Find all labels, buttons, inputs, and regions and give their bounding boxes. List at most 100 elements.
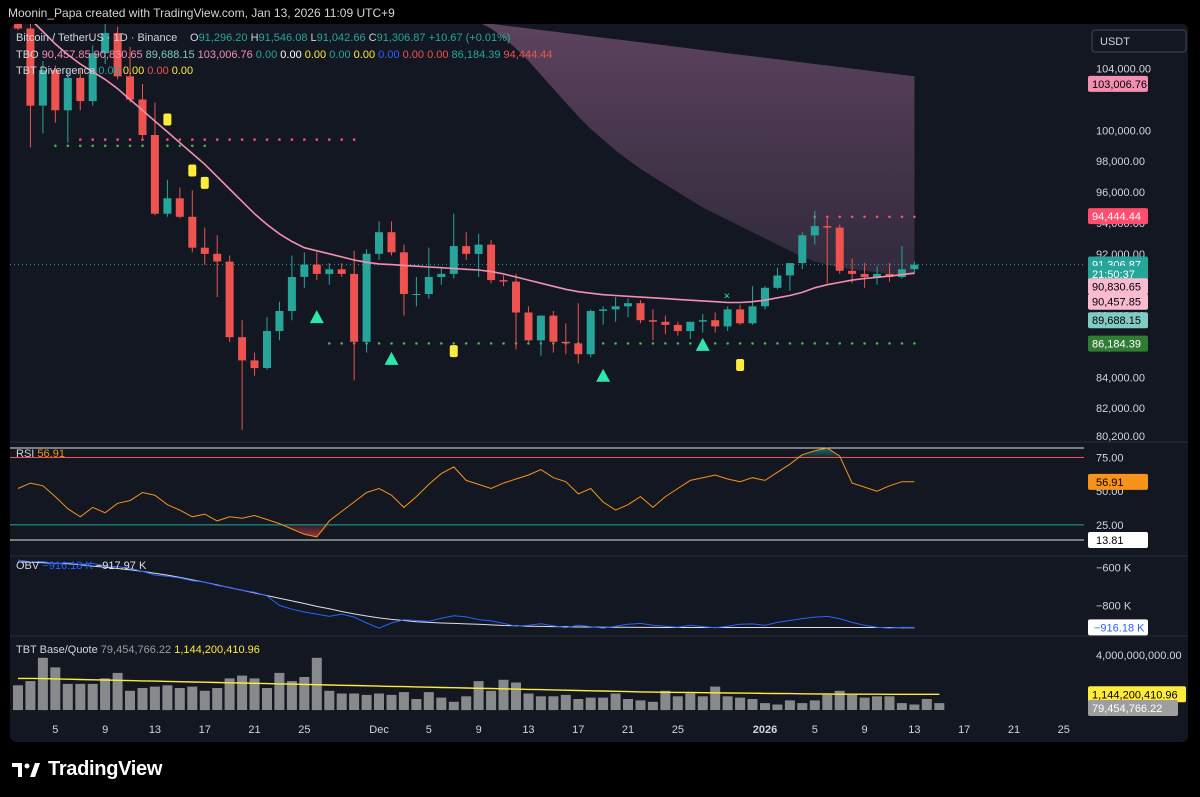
volume-bar — [486, 690, 497, 711]
h-label: H — [251, 32, 259, 44]
resistance-dot — [278, 138, 281, 141]
volume-bar — [212, 688, 223, 710]
tradingview-wordmark: TradingView — [48, 758, 163, 780]
price-label-box — [1088, 335, 1148, 352]
candle-body — [387, 232, 396, 253]
time-tick: 9 — [862, 724, 868, 736]
volume-bar — [548, 696, 559, 711]
candle-body — [300, 264, 309, 277]
signals: × — [163, 113, 745, 382]
volume-tick: 4,000,000,000.00 — [1096, 650, 1182, 662]
volume-bar — [436, 697, 447, 710]
time-axis[interactable]: 5 9 13 17 21 25 Dec 5 9 13 17 21 25 2026 5 9 13 17 21 25 — [52, 724, 1070, 736]
rsi-legend[interactable]: RSI 56.91 — [16, 448, 65, 460]
legend-symbol[interactable]: Bitcoin / TetherUS · 1D · Binance — [16, 32, 177, 44]
obv-sma-value: −917.97 K — [96, 560, 147, 572]
volume-value-label: 79,454,766.22 — [1092, 703, 1162, 715]
price-label-box — [1088, 75, 1148, 92]
candle-body — [536, 315, 545, 341]
resistance-dot — [863, 215, 866, 219]
support-dot — [875, 342, 879, 345]
currency-label: USDT — [1100, 36, 1130, 48]
o-value: 91,296.20 — [199, 32, 248, 44]
volume-bar — [237, 675, 248, 710]
tbo-value: 0.00 — [424, 49, 448, 61]
sma-line — [34, 24, 915, 304]
price-tick-9: 98,000.00 — [1096, 156, 1145, 168]
resistance-dot — [91, 138, 94, 141]
volume-bar — [386, 694, 397, 710]
candle-body — [748, 306, 757, 324]
cloud-band — [482, 24, 915, 276]
volume-bar — [37, 657, 48, 711]
tbo-value: 103,006.76 — [195, 49, 253, 61]
support-dot — [141, 144, 144, 148]
chart-svg[interactable]: × Bitcoin / TetherUS · 1D · Binance O91,… — [10, 24, 1188, 742]
candle-body — [462, 246, 471, 254]
volume-bar — [710, 686, 721, 710]
candle-body — [910, 264, 919, 270]
support-dot — [850, 342, 854, 345]
support-dot — [863, 342, 866, 345]
resistance-dot — [290, 138, 294, 141]
obv-value-label: −916.18 K — [1094, 622, 1145, 634]
volume-bar — [722, 696, 733, 711]
volume-bar — [585, 697, 596, 710]
obv-sma-line — [17, 561, 915, 629]
volume-bar — [760, 703, 770, 710]
volume-bar — [274, 672, 285, 710]
legend-tbo[interactable]: TBO 90,457.85 90,830.65 89,688.15 103,00… — [16, 49, 553, 61]
c-label: C — [369, 32, 377, 44]
candle-body — [586, 311, 595, 355]
volume-bar — [162, 685, 173, 711]
candle-body — [188, 216, 197, 248]
price-axis[interactable]: 80,200.0082,000.0084,000.0086,000.0088,0… — [1096, 64, 1151, 443]
support-dot — [340, 342, 344, 345]
support-dot — [452, 342, 456, 345]
obv-tick: −600 K — [1096, 563, 1132, 575]
support-dot — [178, 144, 182, 148]
time-tick: 13 — [908, 724, 920, 736]
buy-signal-triangle — [384, 351, 399, 365]
resistance-dot — [913, 215, 916, 219]
rsi-overbought-fill — [789, 448, 853, 458]
tbo-value: 0.00 — [277, 49, 301, 61]
volume-bar — [872, 696, 882, 711]
support-dot — [801, 342, 804, 345]
volume-legend[interactable]: TBT Base/Quote 79,454,766.22 1,144,200,4… — [16, 644, 260, 656]
volume-ma-line — [18, 677, 940, 695]
candle-body — [860, 273, 869, 277]
volume-bar — [498, 679, 509, 711]
chart-container[interactable]: × Bitcoin / TetherUS · 1D · Binance O91,… — [10, 24, 1188, 742]
currency-button[interactable]: USDT — [1091, 29, 1187, 53]
resistance-dot — [78, 138, 82, 141]
tbo-value: 89,688.15 — [143, 49, 195, 61]
support-dot — [689, 342, 692, 345]
price-tick-6: 92,000.00 — [1096, 249, 1145, 261]
time-tick: 9 — [476, 724, 482, 736]
support-dot — [651, 342, 655, 345]
tbo-label: TBO — [16, 49, 39, 61]
divergence-value: 0.00 — [169, 65, 193, 77]
support-dot — [427, 342, 431, 345]
support-dot — [402, 342, 406, 345]
support-dot — [54, 144, 57, 148]
tbo-value: 0.00 — [400, 49, 424, 61]
support-dot — [763, 342, 767, 345]
tradingview-logo[interactable]: TradingView — [12, 758, 162, 781]
candle-body — [63, 77, 72, 111]
resistance-dot — [240, 138, 244, 141]
volume-bar — [896, 703, 907, 710]
volume-bar — [623, 699, 633, 710]
obv-legend[interactable]: OBV −916.18 K −917.97 K — [16, 560, 147, 572]
legend-divergence[interactable]: TBT Divergence 0.00 0.00 0.00 0.00 — [16, 65, 193, 77]
support-dot — [676, 342, 680, 345]
price-label-box — [1088, 278, 1148, 295]
volume-pane: 4,000,000,000.00 1,144,200,410.96 79,454,7… — [13, 650, 1186, 716]
candle-body — [761, 287, 769, 307]
resistance-dot — [900, 215, 904, 219]
candle-body — [897, 269, 906, 277]
volume-bar — [822, 694, 833, 710]
resistance-dot — [191, 138, 194, 141]
